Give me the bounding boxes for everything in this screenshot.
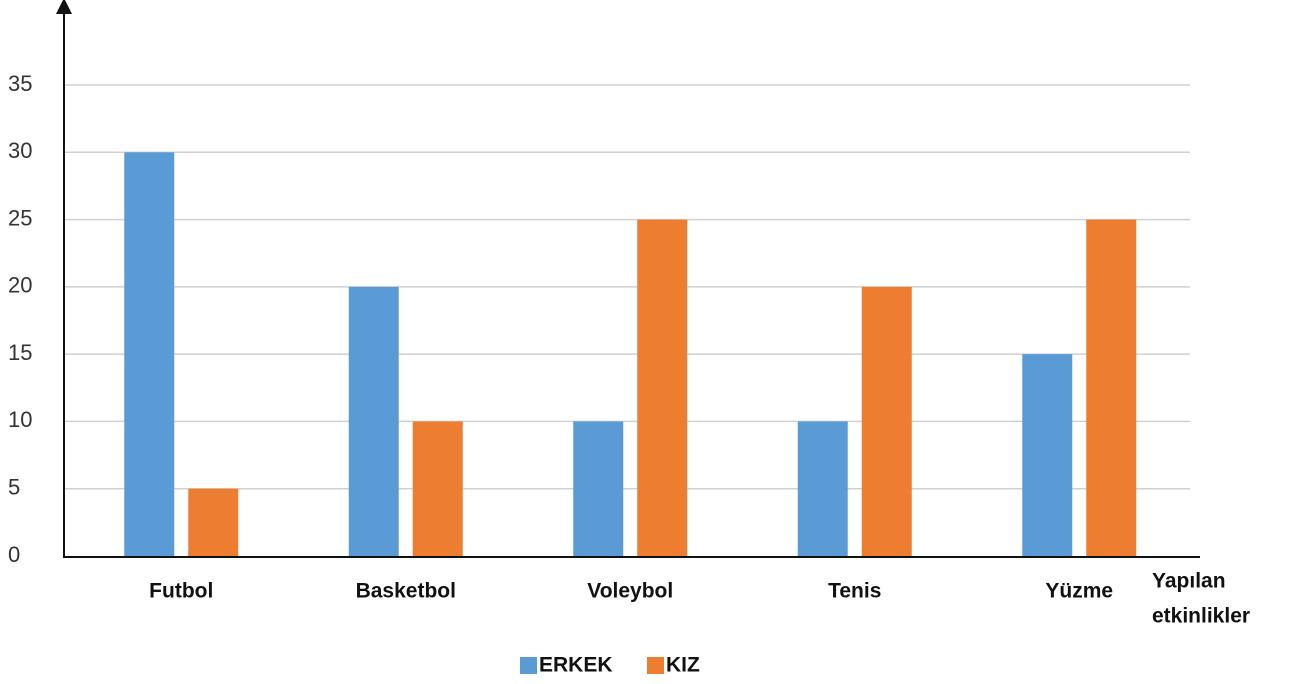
y-tick-label: 10 <box>8 407 32 432</box>
y-tick-label: 20 <box>8 273 32 298</box>
bar <box>188 488 239 556</box>
legend-swatch <box>520 657 537 674</box>
y-tick-label: 30 <box>8 138 32 163</box>
x-tick-label: Futbol <box>149 580 213 603</box>
legend-label: KIZ <box>666 654 700 677</box>
x-axis-label: etkinlikler <box>1152 605 1250 628</box>
y-tick-label: 25 <box>8 205 32 230</box>
x-tick-label: Tenis <box>828 580 881 603</box>
bar <box>412 421 463 556</box>
x-axis-label: Yapılan <box>1152 570 1226 593</box>
bar <box>348 286 399 556</box>
y-tick-label: 0 <box>8 542 20 567</box>
y-tick-label: 35 <box>8 71 32 96</box>
bar <box>637 219 688 557</box>
y-tick-label: 5 <box>8 475 20 500</box>
y-tick-label: 15 <box>8 340 32 365</box>
x-tick-label: Voleybol <box>587 580 673 603</box>
x-tick-label: Yüzme <box>1045 580 1113 603</box>
x-tick-label: Basketbol <box>356 580 456 603</box>
bar <box>797 421 848 556</box>
bar <box>861 286 912 556</box>
bar <box>124 152 175 557</box>
bar <box>1086 219 1137 557</box>
legend-swatch <box>647 657 664 674</box>
bar <box>573 421 624 556</box>
bar <box>1022 354 1073 556</box>
legend-label: ERKEK <box>539 654 613 677</box>
plot: 0 5 10 15 20 25 30 35 Futbol Basketbol Voleybol Ten… <box>8 71 1190 677</box>
